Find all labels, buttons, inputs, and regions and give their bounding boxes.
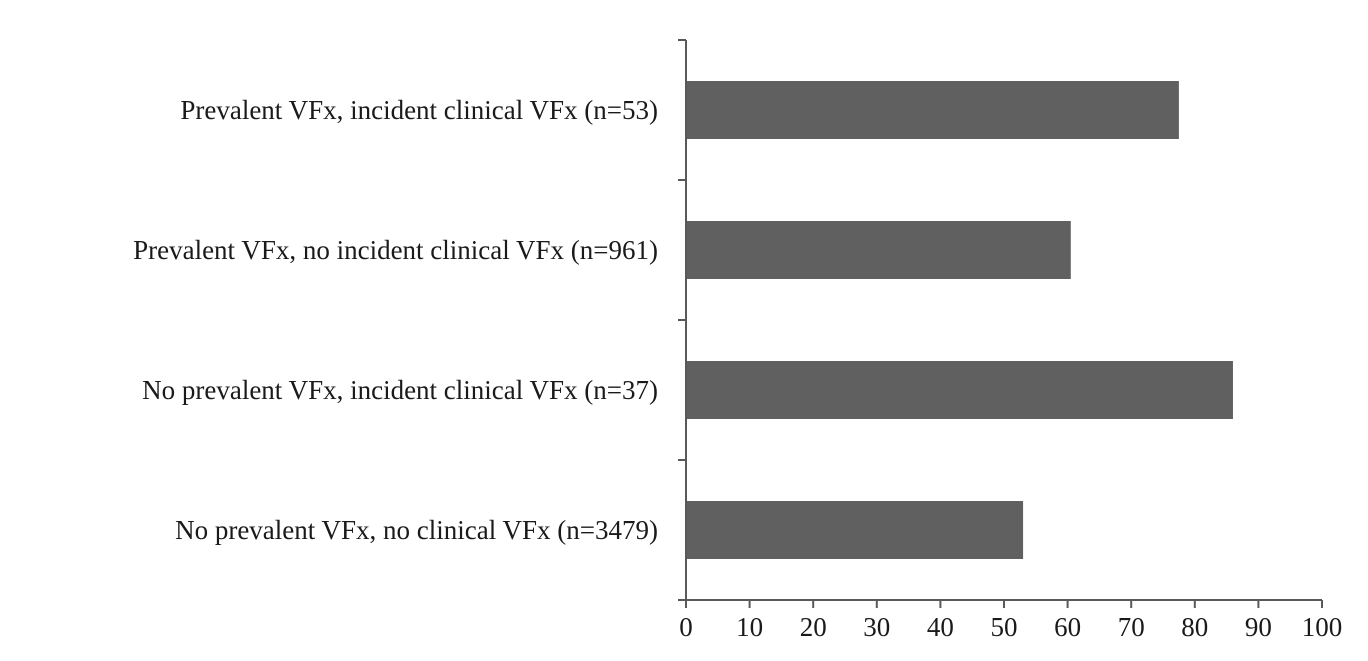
- x-tick-label-90: 90: [1245, 612, 1272, 642]
- x-tick-label-70: 70: [1118, 612, 1145, 642]
- bar-2: [686, 221, 1071, 279]
- x-tick-label-80: 80: [1181, 612, 1208, 642]
- x-tick-label-60: 60: [1054, 612, 1081, 642]
- x-tick-label-20: 20: [800, 612, 827, 642]
- x-tick-label-0: 0: [679, 612, 693, 642]
- x-tick-label-30: 30: [863, 612, 890, 642]
- bar-1: [686, 81, 1179, 139]
- bar-4: [686, 501, 1024, 559]
- category-label-4: No prevalent VFx, no clinical VFx (n=347…: [175, 515, 658, 545]
- x-tick-label-100: 100: [1302, 612, 1343, 642]
- axes-layer: [678, 39, 1323, 608]
- bars-layer: [686, 81, 1233, 559]
- category-label-3: No prevalent VFx, incident clinical VFx …: [142, 375, 658, 405]
- x-tick-label-40: 40: [927, 612, 954, 642]
- x-tick-label-50: 50: [991, 612, 1018, 642]
- bar-3: [686, 361, 1233, 419]
- category-label-2: Prevalent VFx, no incident clinical VFx …: [133, 235, 658, 265]
- category-label-1: Prevalent VFx, incident clinical VFx (n=…: [180, 95, 658, 125]
- labels-layer: Prevalent VFx, incident clinical VFx (n=…: [133, 95, 1342, 642]
- x-tick-label-10: 10: [736, 612, 763, 642]
